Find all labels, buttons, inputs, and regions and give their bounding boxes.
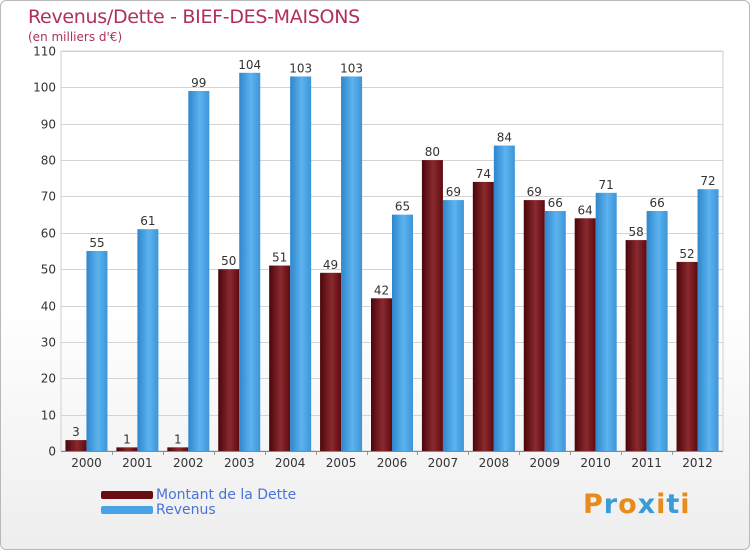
bar-debt	[320, 272, 342, 451]
logo-letter: o	[618, 489, 638, 520]
bar-revenus	[239, 72, 261, 452]
value-label-revenus: 104	[238, 58, 261, 72]
bar-debt	[218, 269, 240, 451]
bar-debt	[625, 240, 647, 451]
bar-revenus	[544, 211, 566, 451]
chart-title: Revenus/Dette - BIEF-DES-MAISONS	[28, 6, 360, 28]
x-tick-label: 2009	[529, 456, 560, 470]
legend-swatch-revenus	[101, 506, 153, 514]
value-label-debt: 64	[578, 203, 593, 217]
bar-debt	[371, 298, 392, 451]
value-label-debt: 42	[374, 283, 389, 297]
logo-letter: t	[666, 489, 681, 520]
value-label-revenus: 103	[289, 61, 312, 75]
x-tick-label: 2001	[122, 456, 153, 470]
bar-debt	[574, 218, 596, 451]
y-tick-label: 70	[41, 190, 56, 204]
value-label-debt: 52	[679, 247, 694, 261]
logo-letter: i	[680, 489, 691, 520]
x-tick-label: 2005	[326, 456, 357, 470]
bar-revenus	[595, 192, 617, 451]
x-tick-label: 2006	[377, 456, 408, 470]
bar-debt	[472, 181, 494, 451]
x-tick-label: 2004	[275, 456, 306, 470]
x-tick-label: 2008	[479, 456, 510, 470]
bar-revenus	[646, 211, 668, 451]
proxiti-logo: Proxiti	[583, 489, 691, 520]
value-label-debt: 69	[527, 185, 542, 199]
bar-debt	[421, 160, 443, 451]
legend-swatch-debt	[101, 491, 153, 499]
y-tick-label: 80	[41, 154, 56, 168]
x-tick-label: 2000	[71, 456, 102, 470]
y-tick-label: 100	[33, 81, 56, 95]
bar-revenus	[442, 200, 464, 451]
logo-letter: i	[656, 489, 667, 520]
value-label-revenus: 55	[89, 236, 104, 250]
bar-debt	[65, 440, 87, 451]
value-label-revenus: 69	[446, 185, 461, 199]
x-tick-label: 2007	[428, 456, 459, 470]
bar-debt	[676, 261, 698, 451]
value-label-revenus: 84	[497, 131, 512, 145]
value-label-debt: 1	[123, 432, 131, 446]
logo-letter: x	[637, 489, 657, 520]
y-tick-label: 50	[41, 263, 56, 277]
y-tick-label: 40	[41, 300, 56, 314]
value-label-debt: 74	[476, 167, 491, 181]
legend-label-revenus: Revenus	[156, 502, 216, 518]
legend-label-debt: Montant de la Dette	[156, 487, 297, 503]
bar-debt	[269, 265, 291, 451]
x-tick-label: 2003	[224, 456, 255, 470]
x-tick-label: 2012	[682, 456, 713, 470]
bar-debt	[523, 200, 545, 451]
y-tick-label: 30	[41, 336, 56, 350]
x-tick-label: 2002	[173, 456, 204, 470]
value-label-revenus: 66	[548, 196, 563, 210]
x-tick-label: 2010	[580, 456, 611, 470]
value-label-revenus: 99	[191, 76, 206, 90]
bar-revenus	[290, 76, 312, 452]
bar-revenus	[137, 229, 159, 451]
bar-revenus	[697, 189, 719, 451]
bar-debt	[167, 447, 189, 451]
chart-subtitle: (en milliers d'€)	[28, 30, 123, 44]
value-label-revenus: 65	[395, 200, 410, 214]
value-label-revenus: 72	[700, 174, 715, 188]
value-label-debt: 80	[425, 145, 440, 159]
value-label-debt: 50	[221, 254, 236, 268]
value-label-debt: 3	[72, 425, 80, 439]
y-tick-label: 0	[48, 445, 56, 459]
bar-debt	[116, 447, 138, 451]
bar-revenus	[86, 251, 108, 451]
value-label-revenus: 71	[599, 178, 614, 192]
value-label-revenus: 61	[140, 214, 155, 228]
value-label-debt: 49	[323, 258, 338, 272]
y-tick-label: 110	[33, 45, 56, 59]
y-tick-label: 20	[41, 372, 56, 386]
bar-revenus	[341, 76, 363, 452]
y-tick-label: 10	[41, 409, 56, 423]
value-label-debt: 58	[628, 225, 643, 239]
bar-revenus	[188, 91, 210, 451]
value-label-debt: 1	[174, 432, 182, 446]
x-tick-label: 2011	[631, 456, 662, 470]
bar-revenus	[392, 214, 413, 451]
value-label-revenus: 103	[340, 61, 363, 75]
logo-letter: r	[603, 489, 619, 520]
value-label-revenus: 66	[649, 196, 664, 210]
bar-revenus	[493, 145, 515, 451]
y-tick-label: 60	[41, 227, 56, 241]
value-label-debt: 51	[272, 251, 287, 265]
y-tick-label: 90	[41, 118, 56, 132]
logo-letter: P	[583, 489, 604, 520]
